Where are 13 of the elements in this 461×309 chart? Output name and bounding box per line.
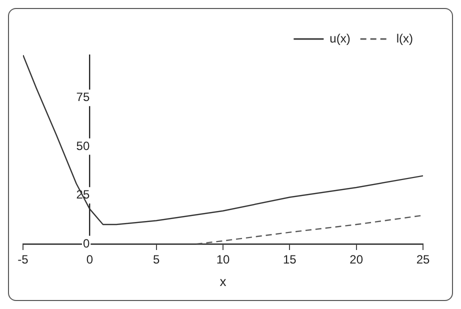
y-tick-label: 50 (76, 138, 90, 153)
x-tick-label: 25 (416, 252, 430, 267)
y-tick-label: 0 (82, 236, 90, 250)
x-tick-label: 15 (282, 252, 297, 267)
x-tick-label: 20 (350, 252, 364, 267)
x-axis-title: x (220, 274, 227, 289)
legend-label: u(x) (330, 31, 350, 46)
x-tick-label: 10 (216, 252, 230, 267)
x-tick-label: -5 (18, 252, 29, 267)
legend-label: l(x) (396, 31, 414, 46)
y-tick-label: 75 (76, 90, 90, 104)
line-series (196, 214, 423, 244)
x-tick-label: 5 (152, 252, 160, 267)
